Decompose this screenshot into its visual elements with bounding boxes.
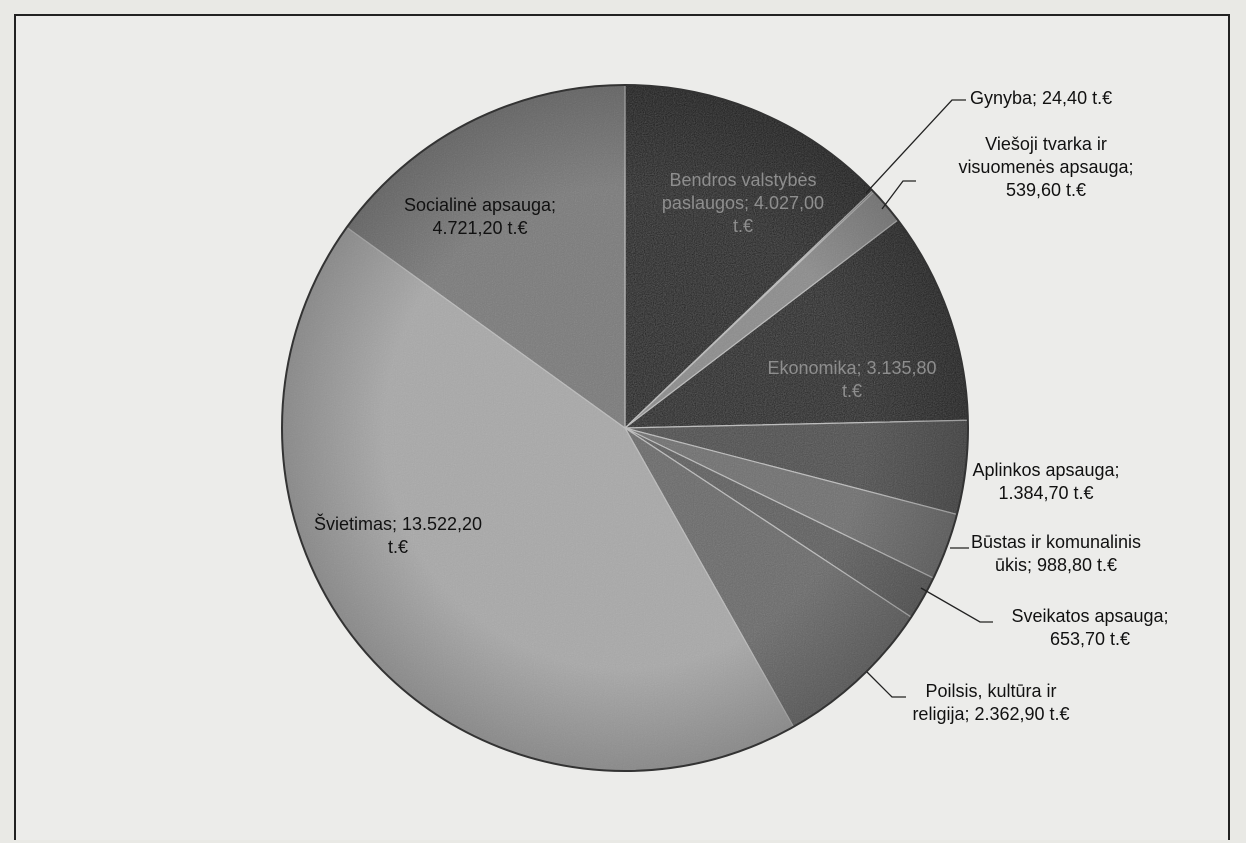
data-label-2: Viešoji tvarka ir visuomenės apsauga; 539,… (958, 134, 1133, 200)
data-label-6: Sveikatos apsauga; 653,70 t.€ (1011, 606, 1168, 649)
data-label-5: Būstas ir komunalinis ūkis; 988,80 t.€ (971, 532, 1141, 575)
data-label-8: Švietimas; 13.522,20 t.€ (314, 513, 482, 557)
leader-line-7 (866, 671, 906, 698)
data-label-4: Aplinkos apsauga; 1.384,70 t.€ (972, 460, 1119, 503)
leader-line-1 (865, 99, 966, 194)
pie-outline (281, 84, 969, 772)
data-label-1: Gynyba; 24,40 t.€ (970, 88, 1112, 108)
leader-line-2 (881, 180, 916, 210)
data-label-9: Socialinė apsauga; 4.721,20 t.€ (404, 195, 556, 238)
leader-line-6 (920, 587, 993, 623)
data-label-3: Ekonomika; 3.135,80 t.€ (767, 358, 936, 401)
data-label-0: Bendros valstybės paslaugos; 4.027,00 t.€ (662, 170, 824, 236)
data-label-7: Poilsis, kultūra ir religija; 2.362,90 t.… (912, 681, 1069, 724)
